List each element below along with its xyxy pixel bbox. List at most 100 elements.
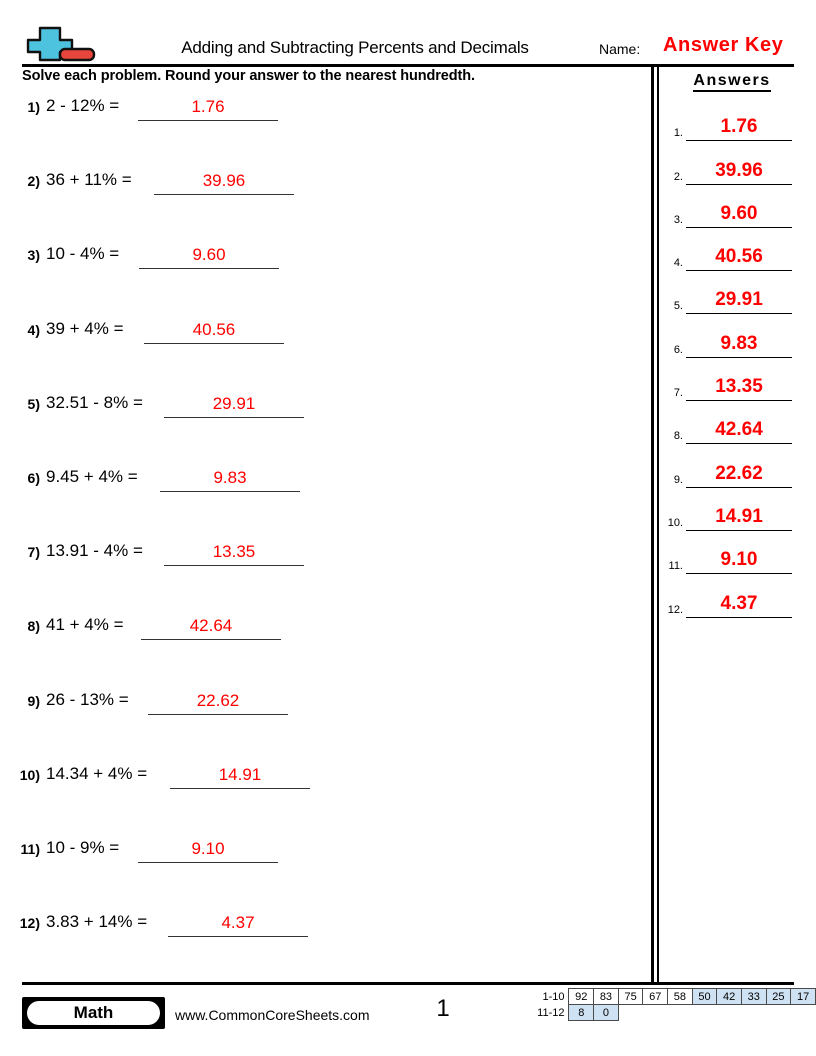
problem-number: 12)	[19, 915, 40, 932]
answer-blank[interactable]: 9.10	[138, 838, 278, 863]
answer-value: 29.91	[715, 289, 763, 311]
problem-number: 2)	[27, 173, 40, 190]
answer-row: 12. 4.37	[659, 578, 816, 621]
answer-value: 1.76	[720, 116, 758, 138]
score-cell: 17	[790, 988, 816, 1005]
score-cell: 0	[593, 1004, 619, 1021]
problem-list: 1) 2 - 12% = 1.76 2) 36 + 11% = 39.96 3) 10 - 4…	[0, 96, 651, 986]
answer-blank[interactable]: 40.56	[144, 319, 284, 344]
problem-answer: 9.83	[213, 467, 247, 487]
problem-row: 9) 26 - 13% = 22.62	[0, 690, 651, 764]
score-cell: 8	[568, 1004, 595, 1021]
answer-underline[interactable]	[686, 486, 792, 488]
answer-number: 4.	[673, 257, 683, 270]
answer-row: 9. 22.62	[659, 448, 816, 491]
answer-row: 6. 9.83	[659, 318, 816, 361]
answer-number: 8.	[673, 430, 683, 443]
answer-number: 6.	[673, 343, 683, 356]
score-cell-empty	[766, 1004, 791, 1021]
answer-number: 1.	[673, 127, 683, 140]
answer-number: 5.	[673, 300, 683, 313]
problem-row: 5) 32.51 - 8% = 29.91	[0, 393, 651, 467]
answer-row: 5. 29.91	[659, 275, 816, 318]
answers-heading: Answers	[659, 72, 805, 92]
subject-badge: Math	[22, 997, 165, 1029]
answer-blank[interactable]: 42.64	[141, 615, 281, 641]
answer-number: 12.	[667, 603, 683, 616]
answer-blank[interactable]: 9.60	[139, 244, 279, 270]
problem-number: 8)	[27, 618, 40, 635]
answer-row: 8. 42.64	[659, 405, 816, 448]
answer-value: 13.35	[715, 376, 763, 398]
problem-number: 6)	[27, 469, 40, 486]
answer-number: 10.	[667, 516, 683, 529]
answer-blank[interactable]: 29.91	[164, 393, 304, 418]
problem-row: 8) 41 + 4% = 42.64	[0, 615, 651, 689]
answer-number: 3.	[673, 213, 683, 226]
answers-heading-label: Answers	[693, 72, 771, 92]
score-cell-empty	[618, 1004, 643, 1021]
answer-underline[interactable]	[686, 313, 792, 315]
answer-underline[interactable]	[686, 140, 792, 142]
problem-expression: 41 + 4% =	[46, 615, 124, 635]
score-cell-empty	[667, 1004, 693, 1021]
problem-number: 5)	[27, 395, 40, 412]
answer-blank[interactable]: 9.83	[160, 467, 300, 492]
answer-underline[interactable]	[686, 183, 792, 185]
answer-underline[interactable]	[686, 356, 792, 358]
answer-blank[interactable]: 13.35	[164, 541, 304, 567]
answer-underline[interactable]	[686, 573, 792, 575]
problem-row: 2) 36 + 11% = 39.96	[0, 170, 651, 244]
answer-value: 40.56	[715, 246, 763, 268]
problem-row: 11) 10 - 9% = 9.10	[0, 838, 651, 912]
subject-badge-label: Math	[27, 1001, 160, 1025]
problem-answer: 9.10	[191, 838, 225, 858]
answers-list: 1. 1.76 2. 39.96 3. 9.60 4. 40.56 5. 29.91 6. 9.83 7…	[659, 102, 816, 622]
answer-underline[interactable]	[686, 400, 792, 402]
answer-blank[interactable]: 22.62	[148, 690, 288, 715]
answer-row: 3. 9.60	[659, 189, 816, 232]
answer-underline[interactable]	[686, 529, 792, 531]
answer-underline[interactable]	[686, 616, 792, 618]
answer-value: 39.96	[715, 159, 763, 181]
answer-value: 9.83	[720, 332, 758, 354]
score-cell: 67	[642, 988, 669, 1005]
answer-value: 4.37	[720, 592, 758, 614]
score-cell-empty	[716, 1004, 742, 1021]
answer-key-value: Answer Key	[663, 34, 784, 56]
score-table-row: 11-12 8 0	[533, 1004, 816, 1021]
problem-expression: 36 + 11% =	[46, 170, 132, 190]
answer-row: 10. 14.91	[659, 492, 816, 535]
answer-underline[interactable]	[686, 226, 792, 228]
problem-expression: 10 - 9% =	[46, 837, 120, 857]
score-table: 1-10 92 83 75 67 58 50 42 33 25 17 11-12 8 0	[533, 988, 816, 1021]
answer-underline[interactable]	[686, 270, 792, 272]
problem-answer: 13.35	[212, 542, 256, 562]
score-cell-empty	[642, 1004, 668, 1021]
answer-value: 42.64	[715, 419, 763, 441]
plus-minus-logo-icon	[26, 24, 104, 64]
answer-blank[interactable]: 14.91	[170, 764, 310, 789]
page-title: Adding and Subtracting Percents and Deci…	[181, 38, 529, 57]
problem-answer: 40.56	[192, 319, 236, 339]
problem-answer: 22.62	[196, 690, 240, 710]
problem-expression: 3.83 + 14% =	[46, 912, 148, 932]
answer-row: 11. 9.10	[659, 535, 816, 578]
answer-blank[interactable]: 4.37	[168, 912, 308, 938]
score-cell-empty	[692, 1004, 717, 1021]
problem-number: 4)	[27, 321, 40, 338]
problem-row: 4) 39 + 4% = 40.56	[0, 319, 651, 393]
problem-answer: 9.60	[192, 245, 226, 265]
answer-blank[interactable]: 1.76	[138, 96, 278, 121]
problem-expression: 32.51 - 8% =	[46, 392, 143, 412]
score-cell: 50	[691, 988, 718, 1005]
answer-underline[interactable]	[686, 443, 792, 445]
answer-blank[interactable]: 39.96	[154, 170, 294, 196]
worksheet-header: Adding and Subtracting Percents and Deci…	[0, 0, 816, 64]
answer-row: 7. 13.35	[659, 362, 816, 405]
page-number: 1	[436, 995, 450, 1022]
score-cell: 83	[593, 988, 619, 1005]
name-label: Name:	[599, 41, 641, 57]
problem-expression: 14.34 + 4% =	[46, 763, 148, 783]
answer-number: 9.	[673, 473, 683, 486]
